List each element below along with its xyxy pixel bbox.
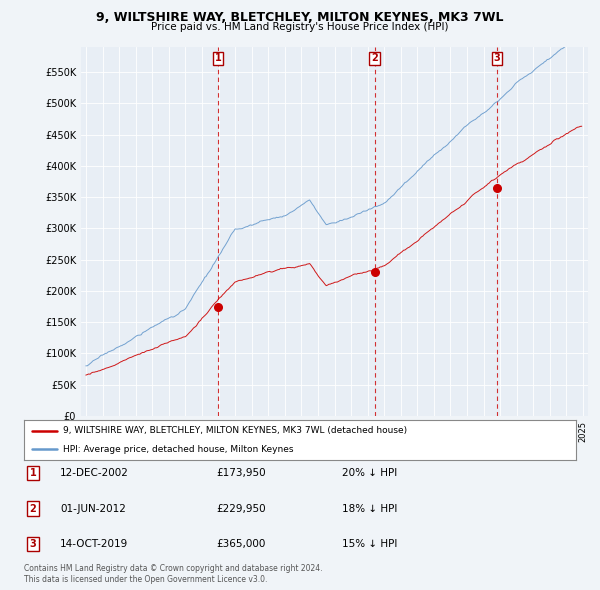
Text: 9, WILTSHIRE WAY, BLETCHLEY, MILTON KEYNES, MK3 7WL (detached house): 9, WILTSHIRE WAY, BLETCHLEY, MILTON KEYN… bbox=[62, 427, 407, 435]
Text: 20% ↓ HPI: 20% ↓ HPI bbox=[342, 468, 397, 478]
Text: 9, WILTSHIRE WAY, BLETCHLEY, MILTON KEYNES, MK3 7WL: 9, WILTSHIRE WAY, BLETCHLEY, MILTON KEYN… bbox=[96, 11, 504, 24]
Text: 1: 1 bbox=[29, 468, 37, 478]
Text: 3: 3 bbox=[29, 539, 37, 549]
Text: £365,000: £365,000 bbox=[216, 539, 265, 549]
Text: 14-OCT-2019: 14-OCT-2019 bbox=[60, 539, 128, 549]
Text: £229,950: £229,950 bbox=[216, 504, 266, 513]
Text: 01-JUN-2012: 01-JUN-2012 bbox=[60, 504, 126, 513]
Text: 1: 1 bbox=[214, 54, 221, 64]
Text: £173,950: £173,950 bbox=[216, 468, 266, 478]
Text: 3: 3 bbox=[493, 54, 500, 64]
Text: This data is licensed under the Open Government Licence v3.0.: This data is licensed under the Open Gov… bbox=[24, 575, 268, 584]
Text: 15% ↓ HPI: 15% ↓ HPI bbox=[342, 539, 397, 549]
Text: Price paid vs. HM Land Registry's House Price Index (HPI): Price paid vs. HM Land Registry's House … bbox=[151, 22, 449, 32]
Text: 18% ↓ HPI: 18% ↓ HPI bbox=[342, 504, 397, 513]
Text: 2: 2 bbox=[371, 54, 378, 64]
Text: 12-DEC-2002: 12-DEC-2002 bbox=[60, 468, 129, 478]
Text: HPI: Average price, detached house, Milton Keynes: HPI: Average price, detached house, Milt… bbox=[62, 445, 293, 454]
Text: 2: 2 bbox=[29, 504, 37, 513]
Text: Contains HM Land Registry data © Crown copyright and database right 2024.: Contains HM Land Registry data © Crown c… bbox=[24, 565, 323, 573]
